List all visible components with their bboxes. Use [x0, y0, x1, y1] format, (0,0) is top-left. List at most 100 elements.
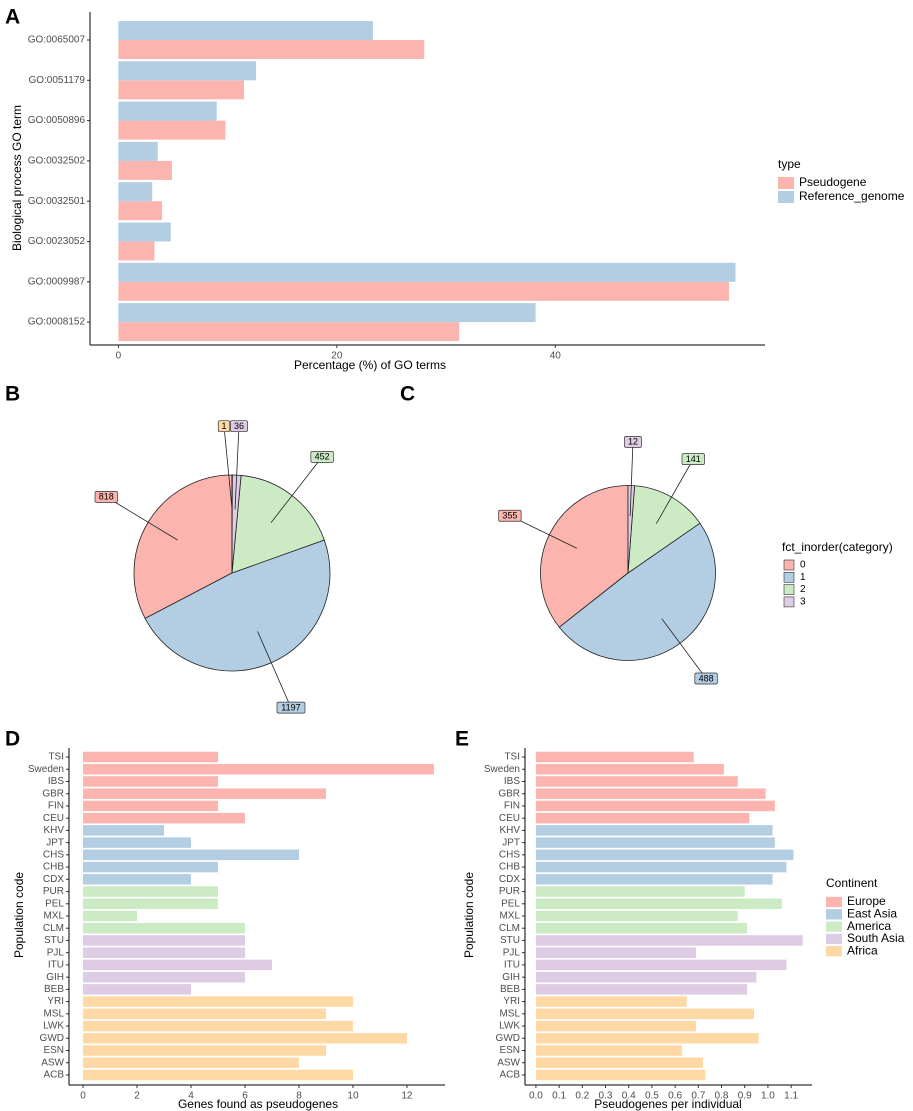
value-label-box — [310, 451, 334, 463]
bar — [83, 1008, 326, 1020]
x-tick-label: 0.3 — [599, 1091, 613, 1102]
y-tick-label: FIN — [504, 801, 520, 812]
bar — [83, 788, 326, 799]
x-tick-label: 1.1 — [784, 1091, 798, 1102]
y-tick-label: ASW — [41, 1057, 64, 1068]
bar — [535, 1020, 696, 1032]
bar — [83, 837, 192, 848]
y-tick-label: GO:0009987 — [28, 276, 86, 287]
bar — [83, 886, 218, 897]
bar — [118, 61, 257, 81]
bar — [535, 763, 724, 775]
legend-key — [826, 896, 842, 908]
y-tick-label: JPT — [502, 837, 520, 848]
bar — [535, 947, 696, 958]
bar — [118, 241, 155, 261]
panel-label: C — [400, 383, 415, 406]
bar — [83, 1069, 353, 1081]
bar — [118, 222, 171, 242]
bar — [118, 182, 153, 202]
bar — [535, 910, 738, 922]
value-label: 12 — [628, 437, 638, 447]
value-label-box — [694, 672, 718, 685]
y-tick-label: MXL — [43, 911, 64, 922]
y-tick-label: ESN — [499, 1045, 520, 1056]
bar — [535, 1033, 759, 1044]
y-tick-label: ACB — [499, 1070, 520, 1081]
y-axis-title: Population code — [12, 872, 26, 958]
legend-label: 1 — [800, 572, 806, 583]
bar — [535, 996, 687, 1007]
bar — [83, 935, 245, 946]
bar — [83, 996, 353, 1007]
y-tick-label: GO:0023052 — [28, 236, 86, 247]
legend-key — [778, 177, 794, 189]
leader-line — [106, 496, 178, 541]
y-tick-label: PUR — [499, 886, 520, 897]
y-axis-title: Biological process GO term — [10, 105, 24, 251]
bar — [83, 763, 434, 775]
bar — [535, 776, 738, 787]
y-tick-label: LWK — [499, 1021, 520, 1032]
leader-line — [661, 618, 707, 679]
bar — [535, 984, 748, 995]
y-tick-label: PUR — [43, 886, 64, 897]
y-tick-label: BEB — [500, 984, 520, 995]
bar — [83, 1057, 299, 1068]
x-tick-label: 0 — [80, 1091, 86, 1102]
y-tick-label: GO:0050896 — [28, 115, 86, 126]
y-tick-label: GO:0032502 — [28, 156, 86, 167]
y-tick-label: GIH — [502, 972, 520, 983]
x-tick-label: 2 — [134, 1091, 140, 1102]
legend-key — [783, 571, 795, 583]
legend-key — [783, 559, 795, 571]
bar — [83, 1020, 353, 1032]
x-axis-title: Genes found as pseudogenes — [178, 1097, 338, 1111]
value-label-box — [276, 701, 306, 714]
value-label: 452 — [315, 452, 330, 462]
legend-label: 2 — [800, 584, 806, 595]
panel-label: E — [455, 728, 469, 751]
x-tick-label: 40 — [550, 351, 562, 362]
value-label: 1197 — [281, 703, 300, 713]
x-tick-label: 8 — [296, 1091, 302, 1102]
bar — [83, 984, 192, 995]
bar — [535, 812, 750, 824]
value-label-box — [217, 420, 231, 433]
y-tick-label: CEU — [43, 813, 64, 824]
x-tick-label: 4 — [188, 1091, 194, 1102]
bar — [535, 825, 773, 836]
panel-label: A — [5, 6, 20, 29]
x-tick-label: 0.0 — [529, 1091, 543, 1102]
y-tick-label: JPT — [46, 837, 64, 848]
legend-key — [783, 584, 795, 595]
bar — [83, 1033, 407, 1044]
bar — [118, 21, 373, 40]
bar — [83, 800, 218, 812]
x-axis-title: Percentage (%) of GO terms — [294, 358, 446, 372]
legend-label: South Asia — [847, 931, 905, 945]
x-tick-label: 1.0 — [761, 1091, 775, 1102]
bar — [535, 849, 794, 861]
bar — [118, 40, 425, 59]
y-tick-label: GBR — [42, 788, 64, 799]
bar — [118, 141, 158, 161]
legend-label: East Asia — [847, 906, 897, 920]
y-tick-label: GWD — [40, 1033, 64, 1044]
legend-label: Pseudogene — [799, 175, 867, 189]
bar — [118, 80, 245, 100]
leader-line — [223, 426, 233, 510]
bar — [535, 898, 782, 910]
y-tick-label: KHV — [43, 825, 64, 836]
x-tick-label: 0.1 — [552, 1091, 566, 1102]
x-tick-label: 0.5 — [645, 1091, 659, 1102]
bar — [83, 922, 245, 934]
y-tick-label: CHB — [499, 862, 520, 873]
bar — [83, 971, 245, 983]
bar — [118, 322, 460, 342]
bar — [535, 800, 775, 812]
legend-title: Continent — [826, 876, 878, 890]
y-tick-label: GBR — [498, 788, 520, 799]
value-label: 818 — [99, 492, 114, 502]
